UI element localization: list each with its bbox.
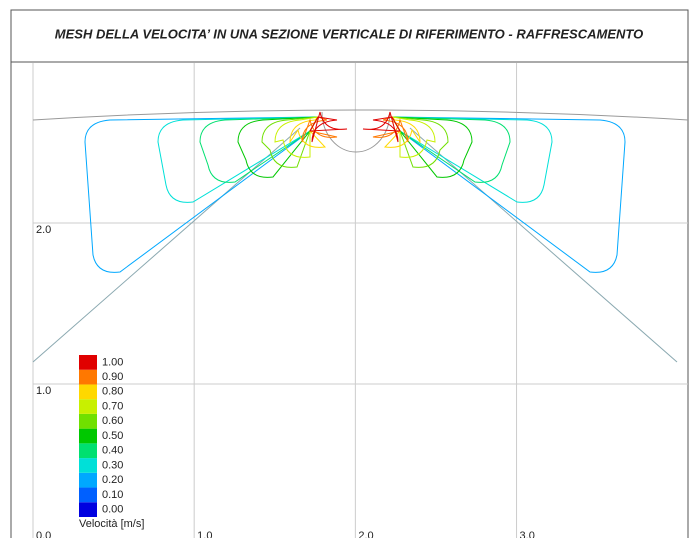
colorbar-swatch — [79, 399, 97, 414]
colorbar-label: 0.60 — [102, 415, 123, 427]
colorbar-swatch — [79, 413, 97, 429]
colorbar-label: 0.90 — [102, 371, 123, 383]
colorbar-swatch — [79, 369, 97, 385]
colorbar-label: 0.00 — [102, 504, 123, 516]
contour-line — [372, 116, 409, 143]
colorbar-label: 0.70 — [102, 400, 123, 412]
x-tick-label: 0.0 — [36, 530, 51, 538]
colorbar-swatch — [79, 443, 97, 459]
contour-line — [391, 116, 511, 183]
x-tick-label: 2.0 — [358, 530, 373, 538]
colorbar-label: 0.20 — [102, 474, 123, 486]
x-tick-label: 3.0 — [520, 530, 535, 538]
x-tick-label: 1.0 — [197, 530, 212, 538]
colorbar-label: 1.00 — [102, 356, 123, 368]
diffuser — [321, 111, 391, 153]
domain-ceiling — [32, 109, 688, 121]
contour-line — [383, 116, 421, 148]
colorbar-label: 0.10 — [102, 489, 123, 501]
colorbar-swatch — [79, 428, 97, 444]
contour-line — [32, 127, 301, 363]
contour-line — [274, 116, 319, 158]
colorbar-swatch — [79, 487, 97, 503]
contour-line — [391, 116, 436, 158]
colorbar-label: 0.50 — [102, 430, 123, 442]
contour-line — [199, 116, 319, 183]
colorbar-swatch — [79, 384, 97, 400]
colorbar-swatch — [79, 355, 97, 370]
contour-line — [84, 116, 319, 273]
contour-line — [391, 116, 473, 178]
contour-line — [289, 116, 327, 148]
colorbar-label: 0.80 — [102, 386, 123, 398]
y-tick-label: 2.0 — [36, 224, 51, 236]
contour-line — [409, 127, 678, 363]
contour-line — [237, 116, 319, 178]
contour-line — [157, 116, 319, 203]
contour-line — [301, 116, 338, 143]
y-tick-label: 1.0 — [36, 385, 51, 397]
contour-line — [309, 111, 348, 143]
contour-line — [261, 116, 319, 168]
contour-line — [391, 116, 553, 203]
colorbar-title: Velocità [m/s] — [79, 518, 144, 530]
plot-area — [32, 63, 688, 538]
chart-title: MESH DELLA VELOCITA’ IN UNA SEZIONE VERT… — [55, 26, 643, 41]
contour-line — [391, 116, 449, 168]
contour-line — [362, 111, 401, 143]
frame — [10, 9, 689, 538]
contour-line — [391, 116, 626, 273]
colorbar-label: 0.30 — [102, 459, 123, 471]
colorbar-swatch — [79, 472, 97, 488]
colorbar-swatch — [79, 458, 97, 473]
colorbar-swatch — [79, 502, 97, 517]
colorbar-label: 0.40 — [102, 445, 123, 457]
